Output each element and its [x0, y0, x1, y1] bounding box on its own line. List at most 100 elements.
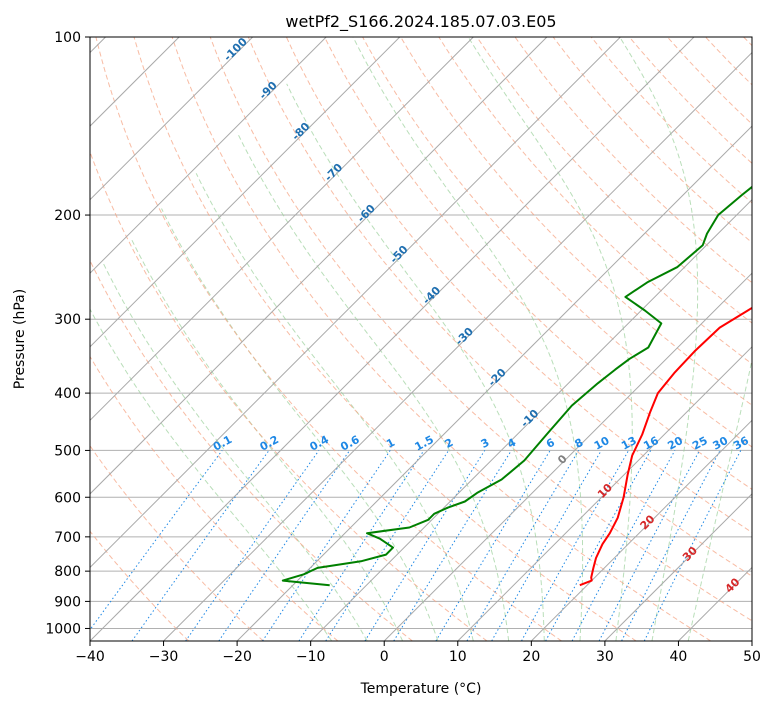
y-axis: 100 200 300 400 500 600 700 800 900 1000: [45, 30, 90, 637]
y-tick-label: 100: [54, 30, 81, 46]
mixing-ratio-label: 25: [690, 434, 710, 453]
isotherm-line: [90, 37, 327, 274]
dry-adiabat-label: -70: [322, 161, 345, 184]
dry-adiabat-label: -90: [257, 79, 280, 102]
dry-adiabat-label: -30: [453, 325, 476, 348]
x-tick-label: −10: [296, 649, 326, 665]
dry-adiabat-line: [90, 355, 339, 641]
x-tick-label: −40: [75, 649, 105, 665]
mixing-ratio-label: 36: [731, 434, 751, 453]
y-tick-label: 500: [54, 443, 81, 459]
mixing-ratio-line: [262, 450, 391, 641]
mixing-ratio-line: [435, 450, 551, 641]
mixing-ratio-label: 4: [505, 436, 518, 451]
dry-adiabat-label: 30: [680, 544, 700, 564]
dry-adiabat-line: [705, 37, 752, 86]
temperature-line: [579, 306, 752, 587]
y-tick-label: 700: [54, 530, 81, 546]
dewpoint-line: [281, 185, 752, 587]
isotherm-line: [90, 37, 401, 348]
mixing-ratio-line: [325, 450, 450, 641]
dry-adiabat-line: [514, 37, 752, 284]
y-tick-label: 1000: [45, 621, 81, 637]
x-tick-label: 20: [522, 649, 540, 665]
dry-adiabat-line: [285, 37, 752, 534]
dry-adiabat-line: [324, 37, 752, 490]
isotherm-line: [604, 493, 752, 641]
mixing-ratio-label: 3: [479, 436, 492, 451]
dry-adiabat-line: [476, 37, 752, 324]
dry-adiabat-line: [133, 37, 637, 641]
y-tick-label: 200: [54, 208, 81, 224]
x-tick-label: 50: [743, 649, 761, 665]
moist-adiabat-line: [195, 173, 474, 641]
y-tick-label: 400: [54, 386, 81, 402]
x-tick-label: 10: [449, 649, 467, 665]
moist-adiabats: [90, 37, 752, 641]
x-axis: −40 −30 −20 −10 0 10 20 30 40 50: [75, 641, 761, 665]
mixing-ratio-label: 30: [711, 434, 731, 453]
x-axis-label: Temperature (°C): [360, 681, 482, 697]
dry-adiabat-line: [400, 37, 752, 406]
moist-adiabat-line: [102, 261, 368, 641]
mixing-ratio-line: [621, 450, 721, 641]
dry-adiabat-label: -40: [420, 284, 443, 307]
dry-adiabat-line: [90, 259, 413, 641]
dry-adiabat-line: [743, 37, 752, 47]
x-tick-label: −20: [222, 649, 252, 665]
isotherm-line: [90, 37, 695, 641]
dry-adiabat-label: -80: [289, 120, 312, 143]
moist-adiabat-line: [161, 208, 439, 641]
mixing-ratio-line: [218, 450, 351, 641]
y-tick-label: 800: [54, 564, 81, 580]
mixing-ratio-label: 10: [592, 434, 612, 453]
isotherm-line: [383, 272, 752, 641]
mixing-ratio-line: [545, 450, 652, 641]
chart-title: wetPf2_S166.2024.185.07.03.E05: [285, 12, 556, 32]
dry-adiabat-line: [628, 37, 752, 165]
moist-adiabat-line: [467, 37, 633, 641]
mixing-ratio-line: [521, 450, 630, 641]
mixing-ratio-line: [643, 450, 742, 641]
y-tick-label: 900: [54, 594, 81, 610]
x-tick-label: 40: [670, 649, 688, 665]
plot-frame: [89, 36, 753, 642]
dry-adiabat-line: [95, 37, 562, 641]
dry-adiabat-label: -20: [486, 366, 509, 389]
isotherm-line: [163, 51, 752, 641]
isotherm-line: [90, 37, 621, 569]
dry-adiabat-label: 40: [723, 575, 743, 595]
dry-adiabat-line: [171, 37, 712, 641]
isotherm-line: [90, 37, 474, 422]
mixing-ratio-label: 20: [665, 434, 685, 453]
isotherm-line: [90, 37, 548, 495]
dry-adiabat-line: [552, 37, 752, 244]
moist-adiabat-line: [286, 83, 545, 641]
mixing-ratio-label: 13: [619, 434, 639, 453]
y-axis-label: Pressure (hPa): [12, 289, 28, 389]
x-tick-label: 0: [380, 649, 389, 665]
moist-adiabat-line: [90, 308, 333, 641]
moist-adiabat-line: [131, 239, 404, 641]
skewed-isotherms: [90, 37, 752, 641]
mixing-ratio-label: 16: [641, 434, 661, 453]
dry-adiabat-line: [209, 37, 752, 622]
isotherm-line: [751, 640, 752, 641]
isotherm-line: [90, 37, 254, 201]
dry-adiabat-label: 10: [595, 481, 615, 501]
mixing-ratio-line: [90, 450, 223, 631]
dry-adiabat-label: -100: [221, 35, 250, 64]
mixing-ratio-line: [185, 450, 320, 641]
isotherm-line: [236, 125, 752, 641]
y-tick-label: 600: [54, 490, 81, 506]
dry-adiabat-label: -10: [518, 407, 541, 430]
mixing-ratio-label: 1: [384, 436, 397, 451]
moist-adiabat-line: [236, 132, 510, 641]
dry-adiabat-label: -60: [355, 202, 378, 225]
mixing-ratio-label: 6: [544, 436, 557, 451]
mixing-ratio-label: 8: [573, 436, 586, 451]
mixing-ratio-line: [598, 450, 701, 641]
x-tick-label: −30: [149, 649, 179, 665]
dry-adiabat-label: 0: [555, 452, 570, 467]
